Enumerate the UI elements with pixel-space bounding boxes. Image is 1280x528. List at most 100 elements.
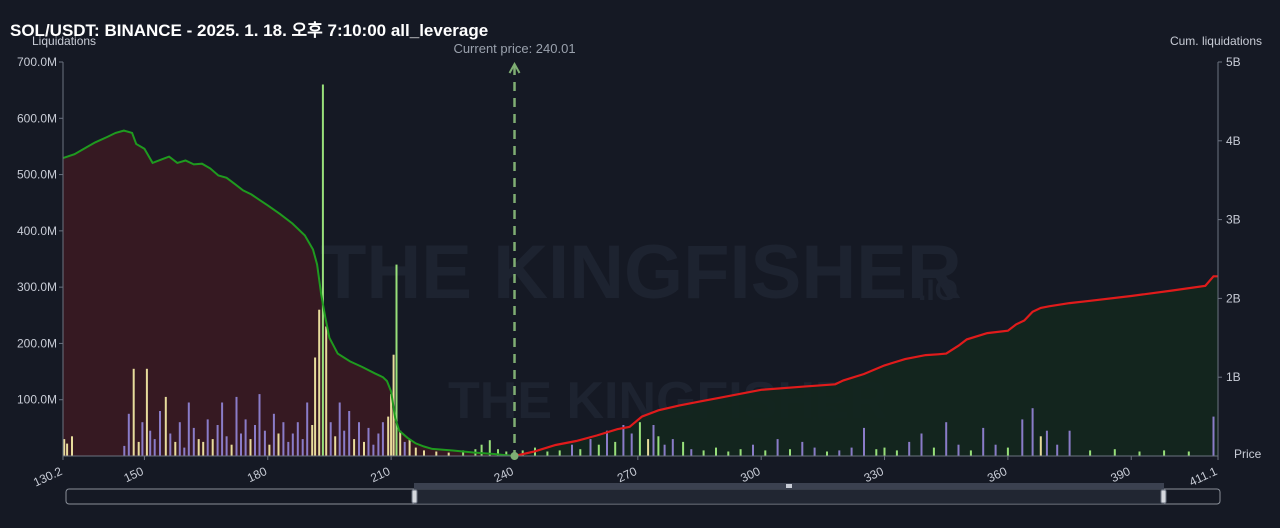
y-tick-label: 400.0M: [17, 224, 57, 238]
x-tick-label: 411.1: [1187, 464, 1220, 489]
liquidation-bar: [597, 444, 600, 456]
liquidation-bar: [875, 449, 878, 456]
liquidation-bar: [671, 439, 674, 456]
liquidation-bar: [945, 422, 948, 456]
liquidation-bar: [372, 444, 375, 456]
liquidation-bar: [1113, 449, 1116, 456]
liquidation-bar: [127, 413, 130, 456]
range-slider[interactable]: [65, 483, 1221, 505]
slider-selection[interactable]: [414, 489, 1164, 504]
liquidation-bar: [408, 439, 411, 456]
short-cumulative-line: [62, 129, 515, 457]
y-tick-label: 500.0M: [17, 168, 57, 182]
slider-right-handle[interactable]: [1160, 489, 1167, 504]
liquidation-bar: [377, 433, 380, 456]
liquidation-bar: [145, 368, 148, 456]
y-tick-label: 200.0M: [17, 336, 57, 350]
liquidation-bar: [739, 449, 742, 456]
slider-grip[interactable]: [786, 484, 792, 488]
liquidation-bar: [149, 430, 152, 456]
liquidation-bar: [850, 447, 853, 456]
liquidation-bar: [1056, 444, 1059, 456]
x-tick-label: 360: [985, 464, 1009, 485]
current-price-label: Current price: 240.01: [453, 41, 575, 56]
liquidation-bar: [221, 402, 224, 456]
liquidation-bar: [752, 444, 754, 456]
liquidation-bar: [254, 425, 256, 456]
liquidation-bar: [883, 447, 886, 456]
liquidation-bar: [1045, 430, 1048, 456]
liquidation-bar: [1138, 451, 1141, 456]
liquidation-bar: [614, 441, 617, 456]
liquidation-bar: [982, 427, 985, 456]
liquidation-bar: [329, 422, 332, 456]
liquidation-bar: [71, 436, 73, 456]
liquidation-bar: [301, 439, 304, 456]
x-tick-label: 210: [368, 464, 392, 485]
liquidation-bar: [908, 441, 911, 456]
liquidation-bar: [381, 422, 384, 456]
liquidation-bar: [258, 394, 261, 456]
liquidation-bar: [589, 439, 592, 456]
liquidation-bar: [244, 419, 247, 456]
liquidation-bar: [571, 444, 573, 456]
y-right-tick-label: 5B: [1226, 55, 1241, 69]
x-axis-label: Price: [1234, 447, 1262, 461]
liquidation-bar: [216, 425, 219, 456]
x-tick-label: 390: [1108, 464, 1132, 485]
liquidation-bar: [348, 411, 351, 456]
liquidation-bar: [1068, 430, 1071, 456]
liquidation-bar: [682, 441, 685, 456]
liquidation-bar: [334, 436, 337, 456]
liquidation-bar: [159, 411, 161, 456]
liquidation-bar: [363, 441, 365, 456]
current-price-dot: [510, 452, 519, 460]
liquidation-bar: [183, 447, 186, 456]
liquidation-bar: [1163, 450, 1166, 456]
x-tick-label: 270: [615, 464, 639, 485]
liquidation-bar: [1006, 447, 1009, 456]
liquidation-bar: [435, 451, 438, 456]
liquidation-bar: [206, 419, 209, 456]
liquidation-bar: [66, 443, 69, 456]
liquidation-bar: [202, 441, 205, 456]
liquidation-bar: [826, 451, 828, 456]
liquidation-bar: [318, 309, 321, 456]
liquidation-bar: [174, 441, 177, 456]
liquidation-bar: [306, 402, 309, 456]
y-tick-label: 700.0M: [17, 55, 57, 69]
liquidation-bar: [403, 441, 406, 456]
liquidation-bar: [272, 413, 275, 456]
x-tick-label: 150: [122, 464, 146, 485]
liquidation-bar: [638, 422, 641, 456]
liquidation-bar: [268, 444, 271, 456]
liquidation-bar: [141, 422, 144, 456]
liquidation-bar: [399, 430, 402, 456]
y-axis-left-label: Liquidations: [32, 34, 96, 48]
liquidation-bar: [137, 441, 140, 456]
slider-left-handle[interactable]: [411, 489, 418, 504]
liquidation-bar: [263, 430, 266, 456]
liquidation-bar: [387, 416, 390, 456]
x-tick-label: 330: [862, 464, 886, 485]
liquidation-bar: [652, 425, 655, 456]
current-price-arrow: [508, 61, 521, 74]
liquidation-bar: [606, 430, 608, 456]
y-tick-label: 600.0M: [17, 111, 57, 125]
liquidation-bar: [240, 433, 242, 456]
x-tick-label: 130.2: [31, 464, 64, 490]
liquidation-bar: [447, 452, 450, 456]
liquidation-bar: [338, 402, 341, 456]
liquidation-bar: [249, 439, 252, 456]
liquidation-bar: [296, 422, 299, 456]
liquidation-bar: [622, 425, 625, 456]
y-right-tick-label: 1B: [1226, 370, 1241, 384]
liquidation-bar: [932, 447, 935, 456]
liquidation-bar: [462, 450, 465, 456]
x-tick-label: 300: [738, 464, 762, 485]
liquidation-bar: [715, 447, 717, 456]
liquidation-bar: [776, 439, 779, 456]
liquidation-bar: [1212, 416, 1215, 456]
liquidation-bars: [63, 84, 1215, 456]
long-cumulative-line: [514, 275, 1218, 458]
